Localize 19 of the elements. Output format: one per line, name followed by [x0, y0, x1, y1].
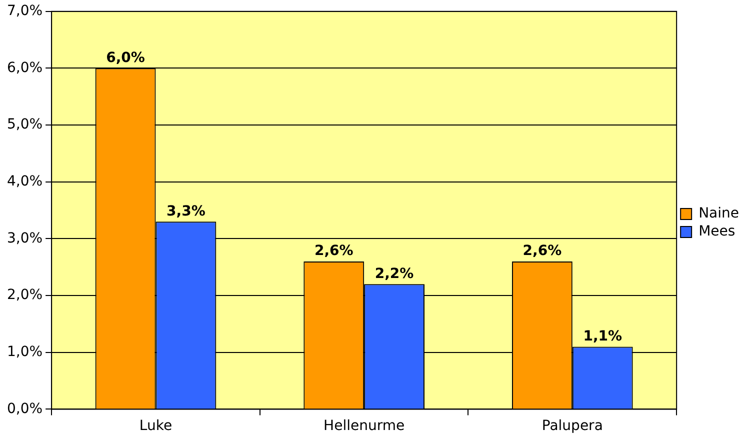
y-tick-label: 4,0%	[6, 174, 43, 190]
legend-label: Naine	[698, 206, 740, 222]
x-tick-label: Luke	[139, 418, 172, 434]
data-label: 2,6%	[314, 243, 354, 260]
y-tick-label: 7,0%	[6, 3, 43, 20]
y-tick-label: 5,0%	[6, 116, 43, 133]
data-label: 2,2%	[374, 266, 414, 282]
y-tick-label: 1,0%	[6, 344, 43, 360]
data-label: 2,6%	[522, 243, 562, 260]
x-tick-label: Hellenurme	[324, 418, 405, 434]
x-tick-label: Palupera	[542, 418, 603, 434]
data-label: 1,1%	[583, 328, 622, 344]
y-tick-label: 3,0%	[6, 230, 43, 246]
y-tick-label: 0,0%	[6, 400, 43, 417]
data-label: 3,3%	[166, 203, 206, 220]
legend-label: Mees	[698, 224, 736, 240]
y-tick-label: 2,0%	[6, 287, 43, 304]
data-label: 6,0%	[106, 50, 145, 66]
y-tick-label: 6,0%	[6, 60, 43, 76]
